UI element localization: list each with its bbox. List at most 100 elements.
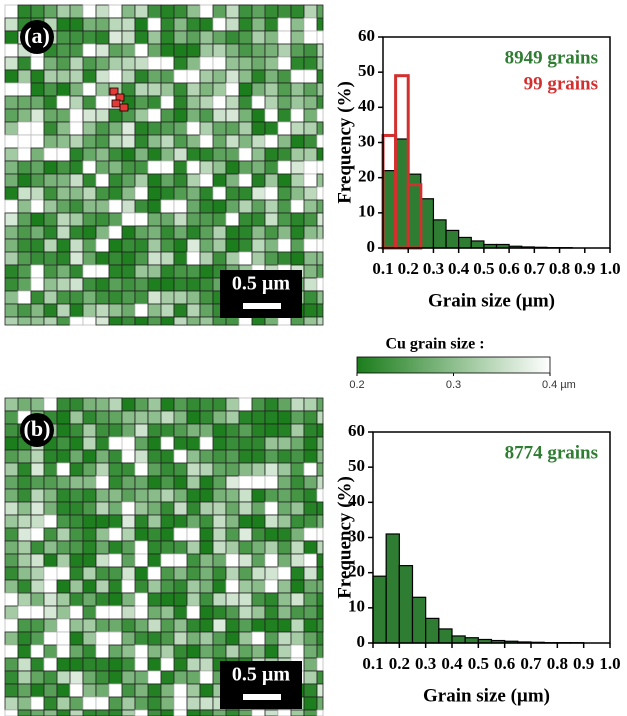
grain [316, 631, 324, 646]
colorbar-tick-label: 0.2 [349, 379, 364, 391]
grain [160, 147, 175, 162]
grain [316, 449, 324, 464]
grain [30, 592, 45, 607]
grain [173, 514, 188, 529]
grain [95, 618, 110, 633]
grain [199, 540, 214, 555]
grain [316, 290, 324, 305]
grain [56, 199, 71, 214]
grain [108, 566, 123, 581]
grain [264, 56, 279, 71]
grain [212, 501, 227, 516]
histogram-bar [385, 533, 400, 644]
grain [4, 657, 19, 672]
grain [134, 212, 149, 227]
grain [303, 4, 318, 19]
grain [30, 121, 45, 136]
grain [316, 436, 324, 451]
grain [199, 449, 214, 464]
grain [4, 238, 19, 253]
grain [4, 199, 19, 214]
grain [17, 4, 32, 19]
grain [4, 579, 19, 594]
grain [121, 160, 136, 175]
grain [121, 410, 136, 425]
grain [290, 501, 305, 516]
grain [186, 30, 201, 45]
grain [4, 462, 19, 477]
panel-label: (b) [24, 416, 51, 441]
grain [17, 566, 32, 581]
grain [121, 631, 136, 646]
grain [17, 290, 32, 305]
grain [121, 316, 136, 326]
grain [56, 514, 71, 529]
grain [121, 514, 136, 529]
grain [173, 95, 188, 110]
grain [121, 488, 136, 503]
grain [4, 173, 19, 188]
grain [30, 108, 45, 123]
grain [69, 462, 84, 477]
grain [264, 251, 279, 266]
grain [147, 592, 162, 607]
histogram-bar [470, 240, 485, 249]
panel-label-bg [20, 413, 54, 447]
grain [186, 147, 201, 162]
grain [199, 462, 214, 477]
grain [160, 462, 175, 477]
grain [43, 290, 58, 305]
grain [277, 579, 292, 594]
grain [56, 43, 71, 58]
grain [264, 397, 279, 412]
grain [69, 644, 84, 659]
grain [108, 212, 123, 227]
grain [30, 644, 45, 659]
grain [4, 683, 19, 698]
grain [108, 696, 123, 711]
grain [147, 108, 162, 123]
grain [160, 30, 175, 45]
grain [17, 709, 32, 716]
y-tick-label: 20 [358, 167, 375, 186]
grain [186, 4, 201, 19]
y-tick-label: 50 [358, 61, 375, 80]
grain [316, 592, 324, 607]
grain [134, 488, 149, 503]
grain [303, 397, 318, 412]
grain [264, 605, 279, 620]
grain [82, 488, 97, 503]
grain [56, 592, 71, 607]
grain [43, 303, 58, 318]
grain [290, 514, 305, 529]
grain [121, 397, 136, 412]
grain [186, 69, 201, 84]
grain [95, 173, 110, 188]
grain [17, 397, 32, 412]
grain [264, 134, 279, 149]
grain [186, 277, 201, 292]
grain [212, 82, 227, 97]
x-tick-label: 0.7 [520, 654, 542, 673]
grain [121, 670, 136, 685]
grain [290, 316, 305, 326]
grain [186, 592, 201, 607]
grain [199, 605, 214, 620]
grain [290, 212, 305, 227]
grain [186, 160, 201, 175]
grain [134, 423, 149, 438]
grain [95, 540, 110, 555]
grain [303, 238, 318, 253]
grain [134, 579, 149, 594]
grain [212, 69, 227, 84]
grain [264, 173, 279, 188]
grain [30, 95, 45, 110]
grain [108, 644, 123, 659]
grain [95, 592, 110, 607]
grain [56, 108, 71, 123]
histogram-bar [420, 198, 435, 249]
grain [238, 566, 253, 581]
grain [56, 95, 71, 110]
grain [121, 605, 136, 620]
grain [30, 696, 45, 711]
